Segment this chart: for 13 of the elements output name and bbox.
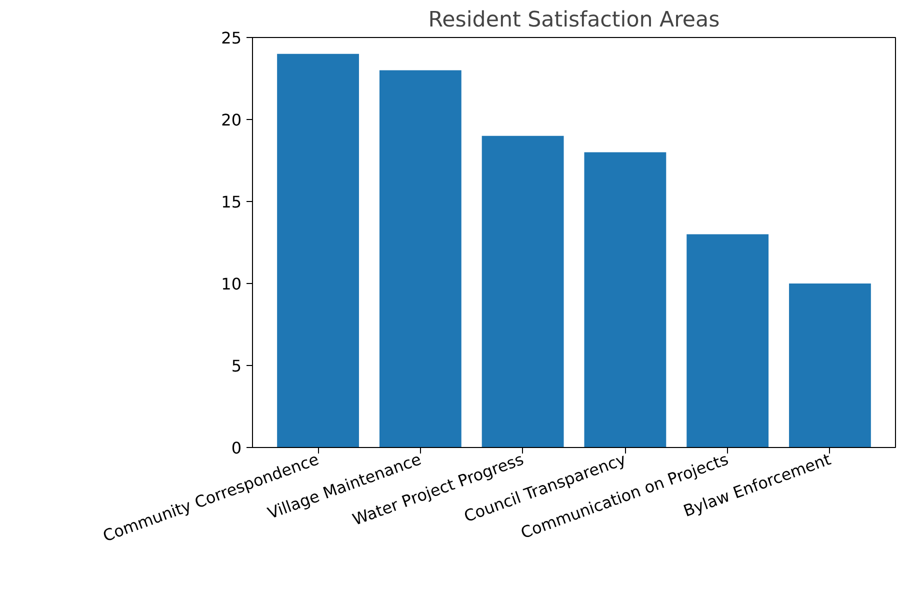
y-tick-label: 25 <box>221 28 242 48</box>
y-tick-label: 5 <box>231 356 242 376</box>
y-tick-label: 0 <box>231 438 242 458</box>
bar <box>277 54 359 448</box>
y-tick-label: 10 <box>221 274 242 294</box>
bar <box>379 70 462 448</box>
bar <box>789 284 871 448</box>
chart-title: Resident Satisfaction Areas <box>428 8 720 32</box>
y-tick-label: 15 <box>221 192 242 212</box>
bar <box>584 152 666 448</box>
y-tick-label: 20 <box>221 110 242 130</box>
bar <box>686 234 769 448</box>
bar <box>482 136 564 448</box>
